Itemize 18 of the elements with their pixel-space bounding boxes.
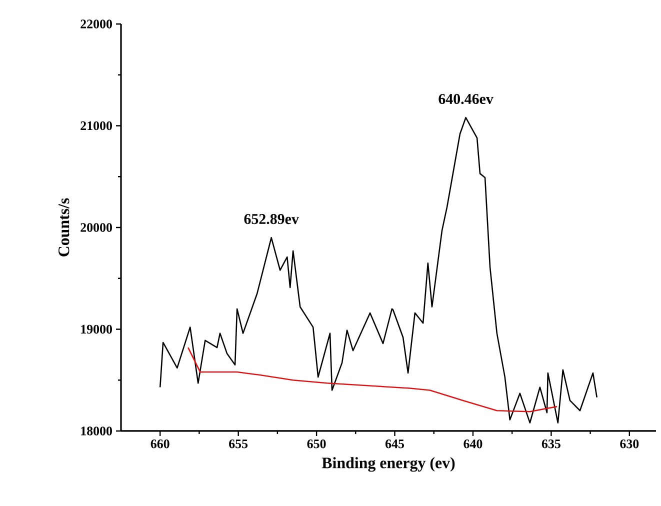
y-tick-label: 18000 — [81, 426, 112, 436]
x-tick-label: 645 — [385, 440, 404, 448]
x-tick-label: 640 — [464, 440, 482, 448]
y-tick-label: 22000 — [80, 20, 112, 28]
y-tick-label: 21000 — [80, 121, 112, 130]
line-series — [159, 116, 598, 424]
line-series — [187, 346, 558, 412]
annotation: 652.89ev — [244, 214, 299, 224]
x-tick-label: 630 — [620, 440, 639, 448]
x-tick-label: 650 — [307, 440, 326, 448]
x-tick-label: 635 — [542, 440, 560, 448]
y-tick-label: 19000 — [81, 324, 112, 334]
y-axis-title: Counts/s — [58, 198, 70, 256]
x-tick-label: 655 — [229, 440, 248, 448]
x-tick-label: 660 — [150, 440, 170, 448]
annotation: 640.46ev — [438, 94, 494, 104]
y-tick-label: 20000 — [80, 223, 112, 232]
x-axis-title: Binding energy (ev) — [322, 457, 455, 472]
